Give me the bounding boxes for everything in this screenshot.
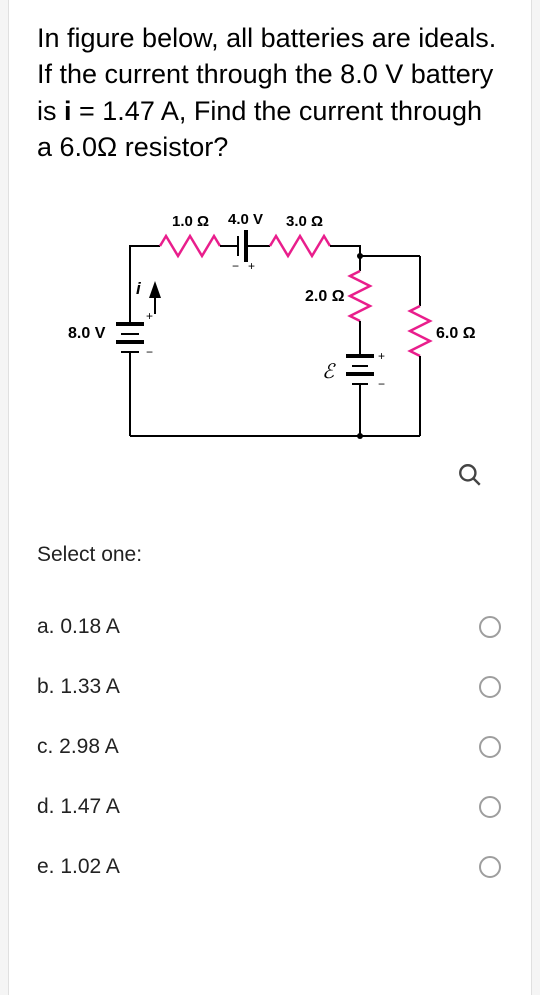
v8-minus: − [146, 345, 153, 359]
v8-plus: + [146, 309, 153, 323]
label-r2: 2.0 Ω [305, 288, 345, 305]
label-emf: ℰ [322, 361, 336, 383]
label-r3: 3.0 Ω [286, 213, 323, 230]
option-label: b. 1.33 A [37, 675, 120, 699]
option-label: a. 0.18 A [37, 615, 120, 639]
select-one-label: Select one: [37, 543, 503, 567]
option-label: d. 1.47 A [37, 795, 120, 819]
current-arrow [149, 281, 161, 298]
question-card: In figure below, all batteries are ideal… [8, 0, 532, 995]
circuit-diagram: − + 1.0 Ω 4.0 V 3.0 Ω i + − 8.0 V [37, 196, 503, 495]
radio-icon[interactable] [479, 616, 501, 638]
battery-minus-top: − [232, 259, 239, 273]
circuit-svg: − + 1.0 Ω 4.0 V 3.0 Ω i + − 8.0 V [60, 196, 480, 456]
magnify-icon[interactable] [457, 462, 483, 495]
radio-icon[interactable] [479, 796, 501, 818]
label-i: i [136, 279, 142, 298]
label-r6: 6.0 Ω [436, 325, 476, 342]
emf-minus: − [378, 377, 385, 391]
option-label: c. 2.98 A [37, 735, 119, 759]
option-d[interactable]: d. 1.47 A [37, 777, 503, 837]
label-v8: 8.0 V [68, 325, 106, 342]
option-e[interactable]: e. 1.02 A [37, 837, 503, 897]
options-list: a. 0.18 A b. 1.33 A c. 2.98 A d. 1.47 A … [37, 597, 503, 897]
battery-plus-top: + [248, 259, 255, 273]
option-b[interactable]: b. 1.33 A [37, 657, 503, 717]
option-c[interactable]: c. 2.98 A [37, 717, 503, 777]
emf-plus: + [378, 349, 385, 363]
question-part-2: = 1.47 A, Find the current through a 6.0… [37, 96, 482, 162]
radio-icon[interactable] [479, 736, 501, 758]
option-label: e. 1.02 A [37, 855, 120, 879]
question-text: In figure below, all batteries are ideal… [37, 20, 503, 166]
question-part-i: i [64, 96, 72, 126]
label-v4: 4.0 V [228, 211, 263, 228]
option-a[interactable]: a. 0.18 A [37, 597, 503, 657]
radio-icon[interactable] [479, 856, 501, 878]
label-r1: 1.0 Ω [172, 213, 209, 230]
radio-icon[interactable] [479, 676, 501, 698]
